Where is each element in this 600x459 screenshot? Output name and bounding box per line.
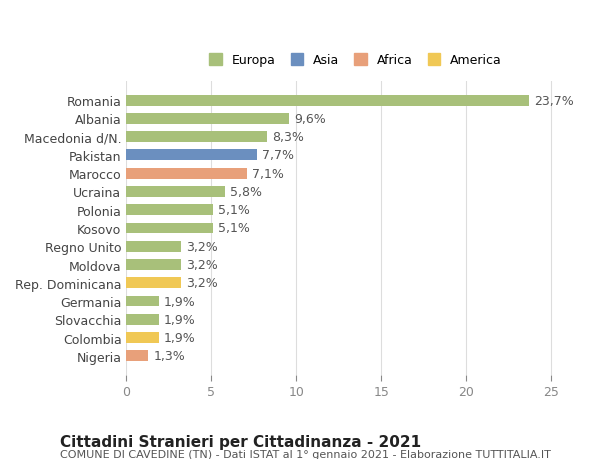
Text: 1,3%: 1,3% — [154, 349, 185, 363]
Legend: Europa, Asia, Africa, America: Europa, Asia, Africa, America — [206, 50, 506, 71]
Bar — [127, 95, 529, 106]
Bar — [127, 241, 181, 252]
Text: 3,2%: 3,2% — [186, 258, 218, 271]
Bar — [127, 168, 247, 179]
Text: Cittadini Stranieri per Cittadinanza - 2021: Cittadini Stranieri per Cittadinanza - 2… — [60, 434, 421, 449]
Text: 5,8%: 5,8% — [230, 185, 262, 199]
Bar — [127, 132, 268, 143]
Bar — [127, 187, 225, 197]
Text: 1,9%: 1,9% — [164, 313, 196, 326]
Text: 7,7%: 7,7% — [262, 149, 294, 162]
Bar — [127, 150, 257, 161]
Bar — [127, 278, 181, 289]
Text: 1,9%: 1,9% — [164, 295, 196, 308]
Bar — [127, 223, 213, 234]
Text: 1,9%: 1,9% — [164, 331, 196, 344]
Text: 3,2%: 3,2% — [186, 277, 218, 290]
Bar — [127, 351, 148, 362]
Bar — [127, 332, 158, 343]
Text: 3,2%: 3,2% — [186, 240, 218, 253]
Text: 7,1%: 7,1% — [252, 168, 284, 180]
Bar — [127, 259, 181, 270]
Bar — [127, 314, 158, 325]
Bar — [127, 205, 213, 216]
Bar — [127, 114, 289, 125]
Bar — [127, 296, 158, 307]
Text: 5,1%: 5,1% — [218, 204, 250, 217]
Text: 23,7%: 23,7% — [534, 95, 574, 107]
Text: 8,3%: 8,3% — [272, 131, 304, 144]
Text: 9,6%: 9,6% — [295, 113, 326, 126]
Text: COMUNE DI CAVEDINE (TN) - Dati ISTAT al 1° gennaio 2021 - Elaborazione TUTTITALI: COMUNE DI CAVEDINE (TN) - Dati ISTAT al … — [60, 449, 551, 459]
Text: 5,1%: 5,1% — [218, 222, 250, 235]
